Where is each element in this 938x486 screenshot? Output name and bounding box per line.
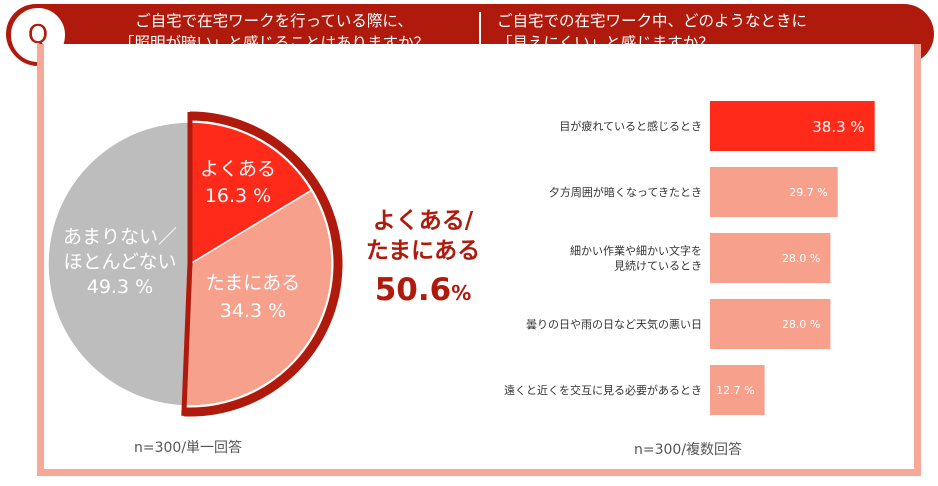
bar-category-label-2: 見続けているとき	[614, 259, 702, 273]
highlight-value: 50.6%	[352, 268, 494, 315]
bar-category-label-1: 夕方周囲が暗くなってきたとき	[549, 185, 702, 199]
bar-value-label-2: 28.0 %	[782, 252, 820, 265]
bar-value-label-1: 29.7 %	[789, 186, 827, 199]
highlight-line-2: たまにある	[365, 238, 481, 264]
pie-slice-0	[189, 121, 313, 266]
bar-4	[710, 365, 765, 415]
pie-category-label-0: よくある	[200, 158, 276, 180]
bar-1	[710, 167, 838, 217]
highlight-line-1: よくある/	[372, 208, 474, 234]
bar-0	[710, 101, 875, 151]
pie-slice-2	[47, 121, 191, 407]
question-badge-label: Q	[27, 20, 49, 50]
bar-category-label-3: 曇りの日や雨の日など天気の悪い日	[526, 317, 702, 331]
pie-emphasis-end	[181, 261, 193, 416]
bar-category-label-2: 細かい作業や細かい文字を	[570, 244, 702, 258]
bar-value-label-0: 38.3 %	[812, 118, 864, 136]
highlight-number: 50.6	[374, 272, 452, 308]
bar-category-label-0: 目が疲れていると感じるとき	[559, 119, 702, 133]
pie-value-label-1: 34.3 %	[220, 300, 286, 322]
header-divider	[479, 12, 481, 56]
combined-highlight: よくある/ たまにある 50.6%	[352, 206, 494, 315]
pie-slice-1	[183, 189, 333, 407]
pie-category-label-1: たまにある	[206, 272, 300, 294]
pie-category-label-2: あまりない／	[63, 226, 177, 248]
bar-3	[710, 299, 831, 349]
sample-note-right: n=300/複数回答	[634, 442, 743, 458]
bar-value-label-3: 28.0 %	[782, 318, 820, 331]
question-2-line-1: ご自宅での在宅ワーク中、どのようなときに	[497, 12, 808, 30]
sample-note-left: n=300/単一回答	[134, 440, 243, 456]
pie-category-label-2: ほとんどない	[63, 251, 176, 273]
pie-emphasis-ring	[183, 111, 343, 417]
bar-value-label-4: 12.7 %	[716, 384, 754, 397]
question-1-line-1: ご自宅で在宅ワークを行っている際に、	[135, 12, 413, 30]
pie-value-label-0: 16.3 %	[205, 185, 271, 207]
bar-2	[710, 233, 831, 283]
pie-value-label-2: 49.3 %	[87, 276, 153, 298]
highlight-unit: %	[451, 281, 472, 305]
bar-category-label-4: 遠くと近くを交互に見る必要があるとき	[504, 383, 702, 397]
